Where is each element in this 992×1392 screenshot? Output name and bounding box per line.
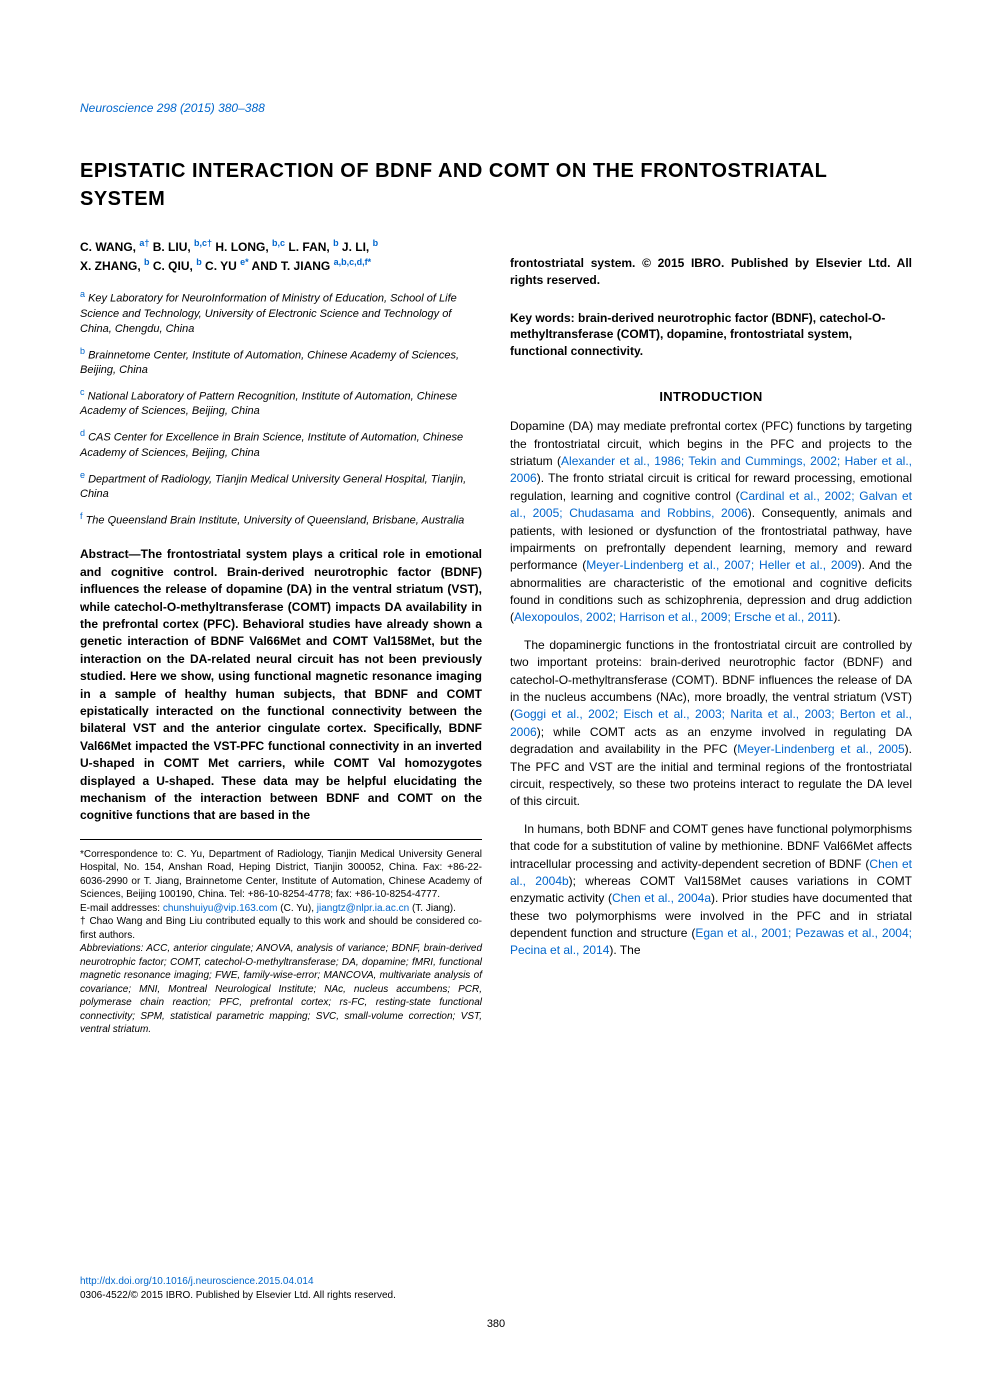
intro-para-2: The dopaminergic functions in the fronto… (510, 637, 912, 811)
intro-para-3: In humans, both BDNF and COMT genes have… (510, 821, 912, 960)
two-column-body: C. WANG, a† B. LIU, b,c† H. LONG, b,c L.… (80, 237, 912, 1257)
email-link-1[interactable]: chunshuiyu@vip.163.com (163, 903, 278, 914)
section-heading-introduction: INTRODUCTION (510, 388, 912, 406)
cofirst-note: † Chao Wang and Bing Liu contributed equ… (80, 916, 482, 941)
affiliation-b: b Brainnetome Center, Institute of Autom… (80, 345, 482, 378)
footnote-rule (80, 839, 482, 840)
abstract-continued: frontostriatal system. © 2015 IBRO. Publ… (510, 255, 912, 290)
affiliation-text: Key Laboratory for NeuroInformation of M… (80, 293, 457, 335)
affiliation-c: c National Laboratory of Pattern Recogni… (80, 386, 482, 419)
text: ). (833, 610, 840, 624)
copyright-line: 0306-4522/© 2015 IBRO. Published by Else… (80, 1290, 396, 1301)
affiliation-text: CAS Center for Excellence in Brain Scien… (80, 432, 463, 459)
affiliation-a: a Key Laboratory for NeuroInformation of… (80, 288, 482, 336)
citation-link[interactable]: Meyer-Lindenberg et al., 2005 (737, 742, 904, 756)
email-who-1: (C. Yu), (277, 903, 316, 914)
text: In humans, both BDNF and COMT genes have… (510, 822, 912, 871)
email-who-2: (T. Jiang). (409, 903, 456, 914)
affiliation-d: d CAS Center for Excellence in Brain Sci… (80, 427, 482, 460)
journal-reference: Neuroscience 298 (2015) 380–388 (80, 100, 912, 117)
citation-link[interactable]: Chen et al., 2004a (612, 891, 711, 905)
text: ). The (609, 943, 640, 957)
affiliation-text: Department of Radiology, Tianjin Medical… (80, 473, 466, 500)
affiliation-f: f The Queensland Brain Institute, Univer… (80, 510, 482, 529)
correspondence-footnote: *Correspondence to: C. Yu, Department of… (80, 848, 482, 1037)
email-label: E-mail addresses: (80, 903, 163, 914)
doi-row: http://dx.doi.org/10.1016/j.neuroscience… (80, 1275, 912, 1303)
affiliation-text: The Queensland Brain Institute, Universi… (86, 515, 465, 527)
affiliation-e: e Department of Radiology, Tianjin Medic… (80, 469, 482, 502)
citation-link[interactable]: Alexopoulos, 2002; Harrison et al., 2009… (514, 610, 833, 624)
keywords: Key words: brain-derived neurotrophic fa… (510, 310, 912, 360)
citation-link[interactable]: Meyer-Lindenberg et al., 2007; Heller et… (586, 558, 857, 572)
doi-link[interactable]: http://dx.doi.org/10.1016/j.neuroscience… (80, 1276, 314, 1287)
affiliation-text: National Laboratory of Pattern Recogniti… (80, 391, 457, 418)
email-link-2[interactable]: jiangtz@nlpr.ia.ac.cn (317, 903, 409, 914)
paper-title: EPISTATIC INTERACTION OF BDNF AND COMT O… (80, 157, 912, 213)
page-number: 380 (80, 1317, 912, 1332)
abstract: Abstract—The frontostriatal system plays… (80, 546, 482, 824)
correspondence-text: *Correspondence to: C. Yu, Department of… (80, 849, 482, 901)
intro-para-1: Dopamine (DA) may mediate prefrontal cor… (510, 418, 912, 627)
abbreviations: Abbreviations: ACC, anterior cingulate; … (80, 943, 482, 1035)
affiliation-text: Brainnetome Center, Institute of Automat… (80, 349, 459, 376)
author-list: C. WANG, a† B. LIU, b,c† H. LONG, b,c L.… (80, 237, 482, 275)
